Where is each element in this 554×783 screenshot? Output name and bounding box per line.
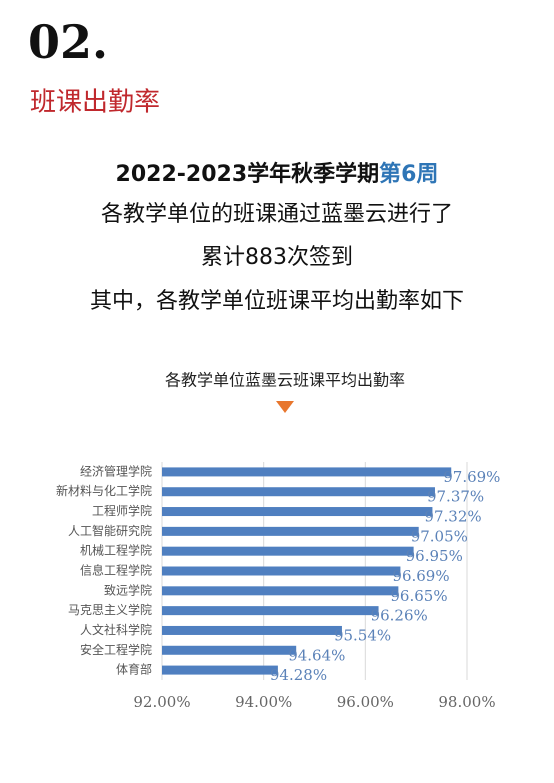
value-label: 96.95%: [406, 547, 463, 565]
bar: [162, 586, 399, 596]
bar: [162, 487, 435, 497]
intro-line: 其中，各教学单位班课平均出勤率如下: [90, 289, 464, 314]
bar: [162, 665, 278, 675]
category-label: 体育部: [116, 662, 152, 677]
bar: [162, 546, 414, 556]
intro-line: 2022-2023学年秋季学期第6周: [116, 161, 439, 187]
section-number: 02.: [28, 15, 108, 69]
value-label: 94.64%: [288, 646, 345, 664]
x-tick-label: 94.00%: [235, 693, 292, 711]
category-label: 信息工程学院: [80, 563, 152, 578]
category-label: 经济管理学院: [80, 463, 152, 478]
category-label: 机械工程学院: [80, 543, 152, 558]
bar: [162, 606, 379, 616]
title-marker: [276, 401, 294, 413]
plot: 92.00% 94.00% 96.00% 98.00% 经济管理学院 97.69% 新材料与…: [56, 462, 500, 711]
category-label: 工程师学院: [92, 503, 152, 518]
intro-line: 累计883次签到: [201, 245, 353, 270]
bar: [162, 526, 419, 536]
x-tick-label: 96.00%: [337, 693, 394, 711]
category-label: 人工智能研究院: [68, 523, 152, 538]
category-label: 马克思主义学院: [68, 602, 152, 617]
chart-title: 各教学单位蓝墨云班课平均出勤率: [165, 371, 405, 390]
bar: [162, 645, 297, 655]
intro-text: 2022-2023学年秋季学期: [116, 161, 380, 187]
value-label: 97.69%: [443, 468, 500, 486]
intro-highlight: 第6周: [379, 161, 438, 187]
value-label: 97.05%: [411, 527, 468, 545]
section-title: 班课出勤率: [30, 88, 160, 118]
bar: [162, 467, 452, 477]
value-label: 97.32%: [424, 508, 481, 526]
value-label: 96.65%: [390, 587, 447, 605]
x-tick-label: 98.00%: [438, 693, 495, 711]
value-label: 97.37%: [427, 488, 484, 506]
category-label: 安全工程学院: [80, 642, 152, 657]
bar: [162, 507, 433, 517]
value-label: 96.26%: [371, 607, 428, 625]
category-label: 致远学院: [104, 582, 152, 597]
value-label: 95.54%: [334, 626, 391, 644]
value-label: 94.28%: [270, 666, 327, 684]
bar: [162, 566, 401, 576]
intro-line: 各教学单位的班课通过蓝墨云进行了: [101, 202, 453, 227]
x-tick-label: 92.00%: [133, 693, 190, 711]
bar: [162, 625, 342, 635]
category-label: 新材料与化工学院: [56, 483, 152, 498]
category-label: 人文社科学院: [80, 622, 152, 637]
value-label: 96.69%: [392, 567, 449, 585]
